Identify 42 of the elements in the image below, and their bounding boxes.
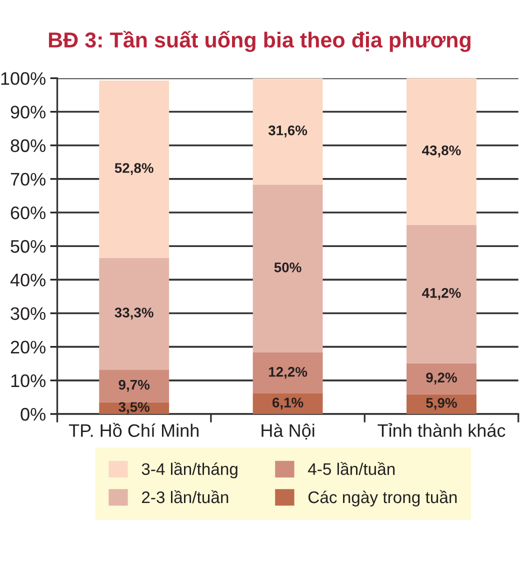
data-label: 52,8%	[114, 163, 154, 175]
legend-label: 3-4 lần/tháng	[142, 462, 238, 478]
data-label: 50%	[274, 262, 302, 272]
bar	[406, 78, 476, 225]
y-tick-label: 20%	[10, 340, 46, 354]
bar	[99, 80, 170, 258]
y-tick-label: 0%	[20, 408, 46, 421]
y-tick-label: 10%	[11, 374, 46, 388]
y-tick-label: 50%	[10, 240, 46, 253]
bar	[252, 394, 323, 414]
data-label: 12,2%	[268, 366, 308, 379]
bar	[252, 352, 323, 394]
y-tick-label: 30%	[10, 307, 46, 320]
y-tick-label: 80%	[10, 139, 46, 152]
data-label: 3,5%	[118, 402, 150, 414]
data-label: 31,6%	[268, 125, 308, 138]
y-tick-label: 40%	[10, 274, 46, 286]
data-label: 41,2%	[422, 288, 461, 300]
data-label: 6,1%	[272, 398, 304, 410]
data-label: 43,8%	[422, 145, 461, 158]
y-tick-label: 70%	[10, 172, 46, 186]
bar	[252, 184, 323, 353]
bar	[406, 363, 476, 394]
x-tick-label: TP. Hồ Chí Minh	[68, 422, 198, 437]
chart-title: BĐ 3: Tần suất uống bia theo địa phương	[48, 30, 470, 52]
data-label: 5,9%	[426, 398, 457, 410]
bar	[99, 258, 170, 370]
data-label: 9,7%	[118, 380, 150, 392]
bar	[99, 370, 170, 402]
data-label: 33,3%	[114, 308, 154, 320]
bar	[406, 224, 476, 364]
bar	[252, 78, 323, 185]
legend-label: 2-3 lần/tuần	[142, 490, 228, 504]
y-tick-label: 60%	[10, 206, 46, 220]
legend-label: 4-5 lần/tuần	[308, 462, 395, 475]
bar	[406, 394, 476, 414]
x-tick-label: Hà Nội	[262, 424, 314, 440]
legend-label: Các ngày trong tuần	[308, 490, 457, 506]
y-tick-label: 100%	[1, 72, 46, 85]
x-tick-label: Tỉnh thành khác	[378, 423, 506, 437]
data-label: 9,2%	[426, 372, 457, 384]
y-tick-label: 90%	[10, 106, 46, 118]
